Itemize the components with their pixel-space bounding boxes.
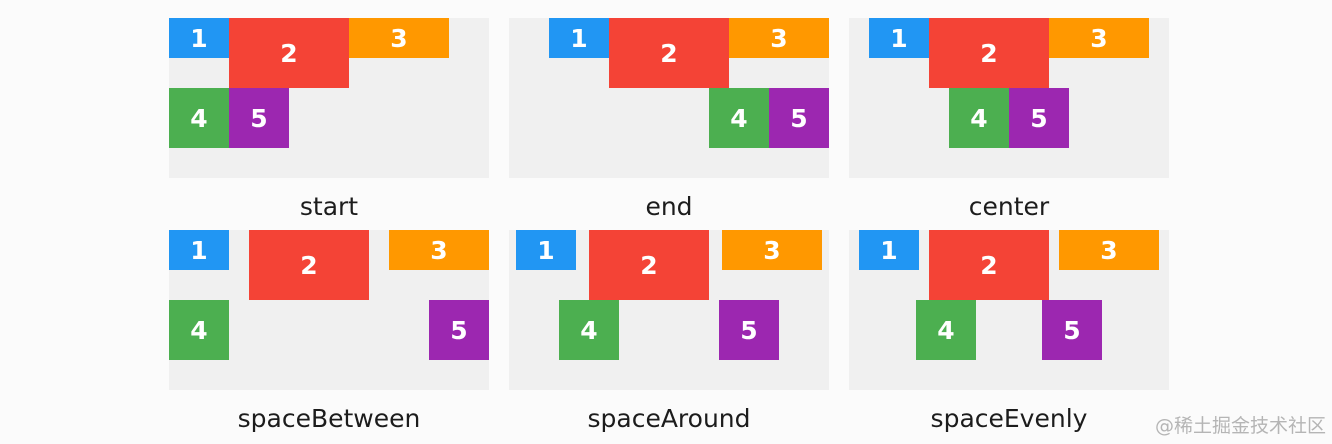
box-4: 4: [949, 88, 1009, 148]
box-2: 2: [229, 18, 349, 88]
box-1: 1: [859, 230, 919, 270]
box-5: 5: [1009, 88, 1069, 148]
panel-space-evenly: 1 2 3 4 5: [849, 230, 1169, 390]
panel-space-around: 1 2 3 4 5: [509, 230, 829, 390]
box-3: 3: [729, 18, 829, 58]
box-1: 1: [169, 18, 229, 58]
caption-space-evenly: spaceEvenly: [930, 404, 1088, 433]
box-1: 1: [869, 18, 929, 58]
box-3: 3: [349, 18, 449, 58]
caption-space-around: spaceAround: [587, 404, 751, 433]
box-5: 5: [769, 88, 829, 148]
box-2: 2: [929, 230, 1049, 300]
caption-end: end: [645, 192, 693, 221]
panel-space-between: 1 2 3 4 5: [169, 230, 489, 390]
caption-space-between: spaceBetween: [237, 404, 421, 433]
box-2: 2: [929, 18, 1049, 88]
panel-center: 1 2 3 4 5: [849, 18, 1169, 178]
box-3: 3: [1059, 230, 1159, 270]
caption-center: center: [968, 192, 1050, 221]
box-4: 4: [169, 300, 229, 360]
box-4: 4: [169, 88, 229, 148]
box-2: 2: [249, 230, 369, 300]
caption-start: start: [299, 192, 359, 221]
box-1: 1: [169, 230, 229, 270]
box-4: 4: [709, 88, 769, 148]
box-2: 2: [589, 230, 709, 300]
box-5: 5: [1042, 300, 1102, 360]
watermark-text: @稀土掘金技术社区: [1154, 415, 1326, 437]
panel-end: 1 2 3 4 5: [509, 18, 829, 178]
panel-start: 1 2 3 4 5: [169, 18, 489, 178]
box-1: 1: [549, 18, 609, 58]
box-5: 5: [719, 300, 779, 360]
box-2: 2: [609, 18, 729, 88]
box-5: 5: [229, 88, 289, 148]
box-5: 5: [429, 300, 489, 360]
box-1: 1: [516, 230, 576, 270]
box-4: 4: [916, 300, 976, 360]
box-3: 3: [1049, 18, 1149, 58]
box-3: 3: [722, 230, 822, 270]
box-3: 3: [389, 230, 489, 270]
box-4: 4: [559, 300, 619, 360]
